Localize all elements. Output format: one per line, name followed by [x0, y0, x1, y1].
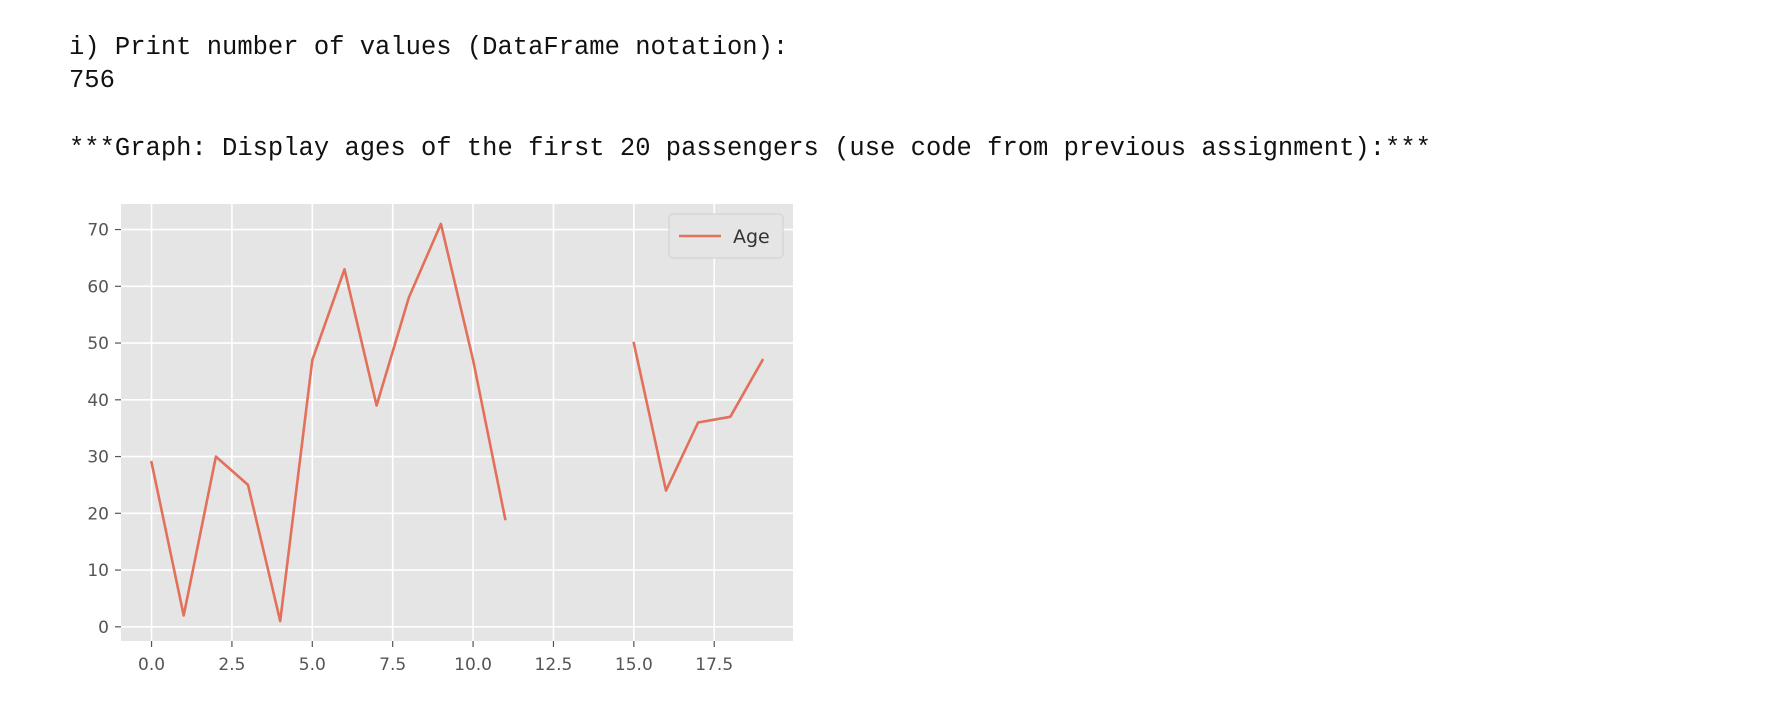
- output-line-value-count: 756: [69, 66, 115, 95]
- x-tick-label: 0.0: [138, 655, 165, 675]
- x-tick-label: 12.5: [535, 655, 573, 675]
- x-tick-label: 7.5: [379, 655, 406, 675]
- y-tick-label: 30: [87, 448, 109, 468]
- y-tick-label: 50: [87, 334, 109, 354]
- y-tick-label: 20: [87, 504, 109, 524]
- x-tick-label: 15.0: [615, 655, 653, 675]
- plot-area: 0.0 2.5 5.0 7.5 10.0 12.5 15.0 17.5 0 10 20 30 40 50 6…: [87, 204, 793, 675]
- output-line-value-count-label: i) Print number of values (DataFrame not…: [69, 33, 789, 62]
- x-tick-label: 5.0: [299, 655, 326, 675]
- y-tick-label: 10: [87, 561, 109, 581]
- x-tick-label: 2.5: [218, 655, 245, 675]
- series-line-age: [149, 222, 507, 623]
- y-tick-label: 70: [87, 221, 109, 241]
- output-line-graph-heading: ***Graph: Display ages of the first 20 p…: [69, 134, 1431, 163]
- plot-background: [121, 204, 793, 641]
- legend-label-age: Age: [733, 226, 770, 248]
- y-tick-label: 60: [87, 277, 109, 297]
- x-tick-label: 17.5: [695, 655, 733, 675]
- x-tick-label: 10.0: [454, 655, 492, 675]
- y-tick-label: 0: [98, 618, 109, 638]
- series-line-age: [632, 341, 765, 492]
- y-tick-label: 40: [87, 391, 109, 411]
- legend-box: [668, 213, 784, 259]
